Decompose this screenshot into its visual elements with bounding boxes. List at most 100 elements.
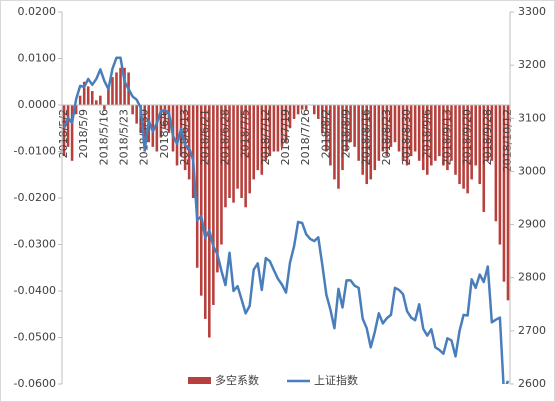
bar [316, 105, 320, 119]
bar [103, 105, 106, 110]
x-tick-label: 2018/7/26 [299, 109, 312, 165]
x-tick-label: 2018/10/12 [501, 109, 514, 172]
bar [232, 105, 235, 203]
bar [506, 105, 510, 301]
x-tick-label: 2018/5/2 [57, 109, 70, 158]
bar [208, 105, 211, 338]
bar [373, 105, 377, 171]
bar [288, 105, 292, 129]
bar [353, 105, 356, 147]
bar [135, 105, 138, 124]
bar [486, 105, 490, 161]
bar [304, 105, 308, 110]
bar [321, 105, 324, 133]
bar [191, 105, 195, 198]
x-tick-label: 2018/8/16 [360, 109, 373, 165]
bar [252, 105, 256, 180]
bar [417, 105, 421, 161]
y-tick-label: -0.0200 [14, 191, 56, 204]
y2-tick-label: 3000 [518, 164, 546, 177]
bar [123, 67, 126, 105]
y-tick-label: -0.0500 [14, 331, 56, 344]
bar [494, 105, 498, 222]
bar [393, 105, 397, 143]
bar [66, 105, 70, 147]
y2-tick-label: 2700 [518, 324, 546, 337]
x-tick-label: 2018/9/20 [461, 109, 474, 165]
bar [498, 105, 502, 245]
bar [397, 105, 401, 152]
bar [236, 105, 239, 189]
bar [187, 105, 191, 180]
bar [203, 105, 207, 319]
bar [381, 105, 385, 152]
bar [276, 105, 280, 152]
bar [458, 105, 461, 185]
bar [272, 105, 276, 152]
bar [216, 105, 219, 273]
bar [490, 105, 494, 161]
bar [454, 105, 457, 175]
bar [446, 105, 449, 171]
bar [365, 105, 369, 185]
bar [413, 105, 417, 152]
bar [421, 105, 425, 171]
y-tick-label: -0.0100 [14, 145, 56, 158]
bar [159, 105, 163, 138]
y-tick-label: 0.0000 [18, 98, 57, 111]
y-tick-label: 0.0100 [18, 52, 57, 65]
bar [312, 105, 316, 115]
bar [401, 105, 405, 161]
bar [369, 105, 373, 180]
bar [377, 105, 381, 161]
bar [183, 105, 187, 171]
y-tick-label: -0.0600 [14, 377, 56, 390]
bar [333, 105, 336, 180]
x-tick-label: 2018/6/13 [178, 109, 191, 165]
bar [478, 105, 482, 185]
bar [175, 105, 179, 166]
bar [268, 105, 272, 157]
bar [151, 105, 155, 147]
bar [256, 105, 260, 171]
x-tick-label: 2018/6/28 [218, 109, 231, 165]
bar [224, 105, 227, 208]
bar [264, 105, 268, 161]
bar [425, 105, 429, 175]
bar [70, 105, 74, 161]
bar [405, 105, 409, 166]
bar [329, 105, 332, 166]
legend-swatch [188, 377, 211, 384]
bar [482, 105, 486, 212]
bar [442, 105, 445, 166]
bar [325, 105, 328, 152]
bar [90, 91, 94, 105]
bar [450, 105, 453, 161]
bar [240, 105, 243, 198]
x-tick-label: 2018/8/30 [400, 109, 413, 165]
bar [361, 105, 364, 175]
bar [260, 105, 264, 175]
bar [195, 105, 199, 268]
bar [470, 105, 473, 180]
bar [300, 105, 304, 110]
bar [212, 105, 215, 305]
bar [244, 105, 247, 208]
bar [131, 105, 134, 115]
bar [111, 77, 114, 105]
bar [345, 105, 348, 152]
x-tick-label: 2018/8/23 [380, 109, 393, 165]
x-tick-label: 2018/6/21 [198, 109, 211, 165]
bar [341, 105, 344, 171]
bar [78, 95, 82, 105]
legend-label: 多空系数 [215, 373, 259, 387]
y2-tick-label: 2600 [518, 377, 546, 390]
bar [462, 105, 465, 189]
y-tick-label: -0.0300 [14, 238, 56, 251]
bar [163, 105, 167, 129]
y2-tick-label: 3300 [518, 5, 546, 18]
bar [143, 105, 147, 152]
x-tick-label: 2018/5/23 [118, 109, 131, 165]
bar [228, 105, 231, 198]
